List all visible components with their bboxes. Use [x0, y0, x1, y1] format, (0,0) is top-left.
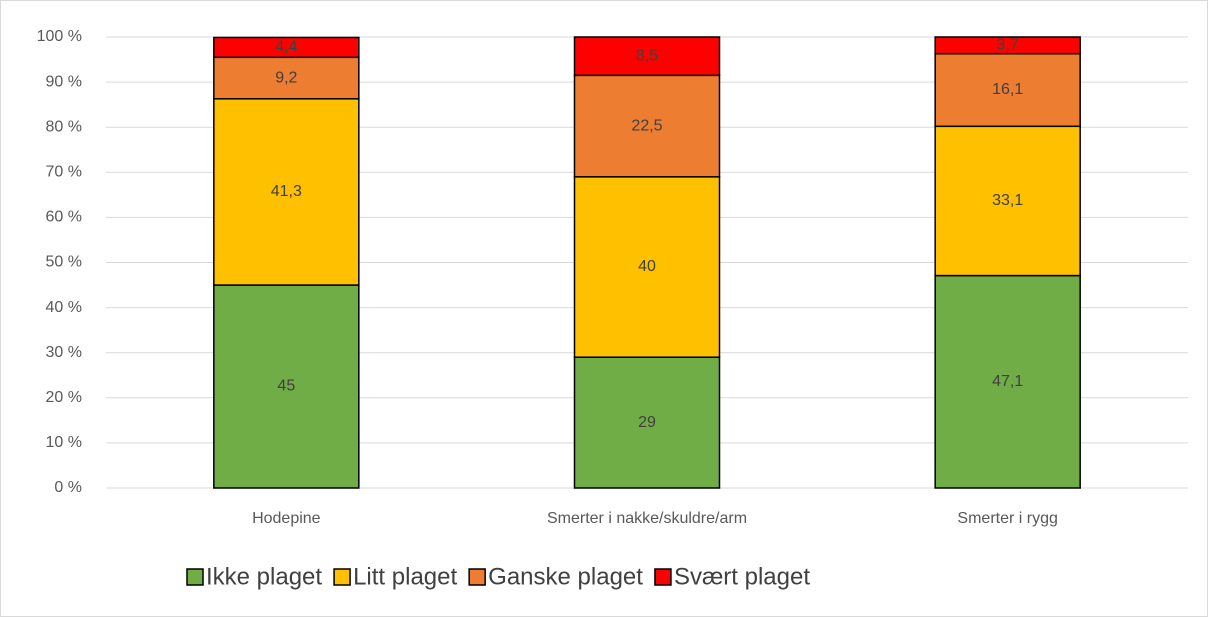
y-tick-label: 60 % — [46, 209, 82, 226]
data-label: 9,2 — [275, 69, 297, 86]
bar-segment — [934, 52, 1081, 128]
bar-segment — [213, 98, 360, 286]
bar-segment — [213, 56, 360, 100]
legend-swatch — [654, 568, 672, 586]
data-label: 41,3 — [271, 183, 302, 200]
bar-segment — [573, 176, 721, 358]
bar-segment — [934, 274, 1081, 489]
bar-segment — [573, 36, 721, 77]
y-tick-label: 0 % — [54, 479, 82, 496]
legend-label: Ikke plaget — [206, 563, 322, 590]
bar-segment — [934, 36, 1081, 55]
y-tick-label: 30 % — [46, 344, 82, 361]
y-tick-label: 10 % — [46, 434, 82, 451]
bar-segment — [934, 125, 1081, 277]
bar-segment — [573, 74, 721, 178]
data-label: 33,1 — [992, 192, 1023, 209]
y-tick-label: 70 % — [46, 164, 82, 181]
legend-label: Svært plaget — [674, 563, 810, 590]
x-tick-label: Smerter i rygg — [957, 510, 1057, 527]
bar-segment — [213, 36, 360, 59]
data-label: 45 — [277, 378, 295, 395]
x-tick-label: Hodepine — [252, 510, 321, 527]
bar-segment — [573, 356, 721, 489]
data-label: 22,5 — [631, 117, 662, 134]
y-tick-label: 20 % — [46, 389, 82, 406]
data-label: 16,1 — [992, 81, 1023, 98]
legend-swatch — [468, 568, 486, 586]
legend-label: Litt plaget — [353, 563, 457, 590]
data-label: 40 — [638, 258, 656, 275]
legend-swatch — [186, 568, 204, 586]
y-tick-label: 90 % — [46, 73, 82, 90]
legend-swatch — [333, 568, 351, 586]
data-label: 29 — [638, 414, 656, 431]
y-tick-label: 50 % — [46, 254, 82, 271]
data-label: 8,5 — [636, 47, 658, 64]
y-tick-label: 80 % — [46, 118, 82, 135]
data-label: 4,4 — [275, 39, 297, 56]
bar-segment — [213, 284, 360, 489]
data-label: 47,1 — [992, 373, 1023, 390]
data-label: 3,7 — [997, 37, 1019, 54]
x-tick-label: Smerter i nakke/skuldre/arm — [547, 510, 747, 527]
y-tick-label: 40 % — [46, 299, 82, 316]
legend-label: Ganske plaget — [488, 563, 643, 590]
y-tick-label: 100 % — [37, 28, 82, 45]
